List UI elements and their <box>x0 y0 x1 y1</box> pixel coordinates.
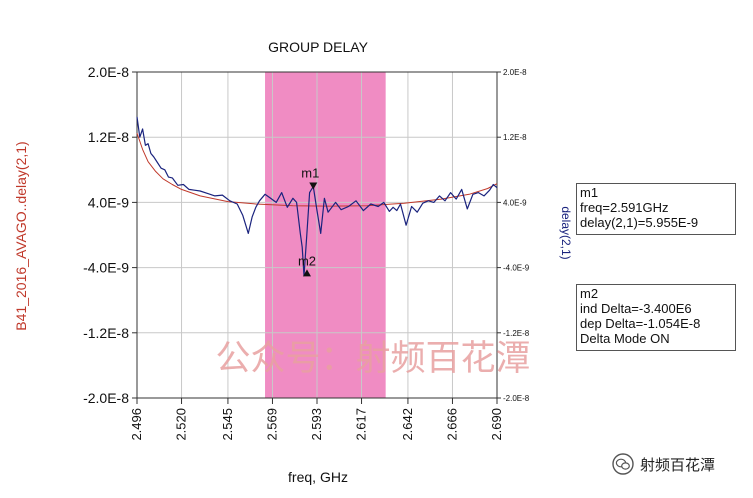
x-axis-label: freq, GHz <box>288 469 348 485</box>
y-tick-label-right: -1.2E-8 <box>503 329 530 338</box>
x-tick-label: 2.617 <box>354 408 369 441</box>
marker-readout-m2-line: Delta Mode ON <box>580 331 670 346</box>
y-axis-label-right: delay(2,1) <box>559 206 573 259</box>
footer-brand: 射频百花潭 <box>612 453 715 475</box>
y-tick-label-right: -2.0E-8 <box>503 394 530 403</box>
marker-m2-triangle-icon <box>302 269 311 277</box>
x-tick-label: 2.593 <box>309 408 324 441</box>
y-tick-label-right: 1.2E-8 <box>503 133 527 142</box>
x-tick-label: 2.545 <box>220 408 235 441</box>
x-tick-label: 2.642 <box>400 408 415 441</box>
watermark-text: 公众号：射频百花潭 <box>215 339 530 379</box>
marker-readout-m2: m2 ind Delta=-3.400E6 dep Delta=-1.054E-… <box>576 284 736 351</box>
marker-m1-label: m1 <box>301 165 319 180</box>
y-tick-label-right: 4.0E-9 <box>503 198 527 207</box>
marker-readout-m1-line: m1 <box>580 185 599 200</box>
series-line-avago <box>136 132 498 207</box>
highlight-band <box>265 72 386 398</box>
y-tick-label-left: 2.0E-8 <box>88 64 129 80</box>
wechat-icon <box>612 453 634 475</box>
y-tick-label-left: 4.0E-9 <box>88 194 129 210</box>
x-tick-label: 2.569 <box>264 408 279 441</box>
marker-m1-triangle-icon <box>309 182 318 190</box>
marker-readout-m2-line: m2 <box>580 286 599 301</box>
marker-m2[interactable]: m2 <box>298 253 316 277</box>
y-tick-label-right: -4.0E-9 <box>503 264 530 273</box>
footer-brand-text: 射频百花潭 <box>640 455 716 474</box>
marker-readout-m2-line: dep Delta=-1.054E-8 <box>580 316 701 331</box>
y-axis-label-left: B41_2016_AVAGO..delay(2,1) <box>13 141 29 330</box>
y-tick-label-right: 2.0E-8 <box>503 68 527 77</box>
marker-m2-label: m2 <box>298 253 316 268</box>
marker-readout-m2-line: ind Delta=-3.400E6 <box>580 301 692 316</box>
y-tick-label-left: 1.2E-8 <box>88 129 129 145</box>
chart-title: GROUP DELAY <box>268 39 369 55</box>
x-tick-label: 2.690 <box>489 408 504 441</box>
series-line-delay <box>136 116 498 277</box>
x-tick-label: 2.520 <box>174 408 189 441</box>
marker-readout-m1: m1 freq=2.591GHz delay(2,1)=5.955E-9 <box>576 183 736 235</box>
marker-readout-m1-line: delay(2,1)=5.955E-9 <box>580 215 699 230</box>
x-tick-label: 2.496 <box>129 408 144 441</box>
y-tick-label-left: -1.2E-8 <box>83 325 129 341</box>
marker-m1[interactable]: m1 <box>301 165 319 190</box>
y-tick-label-left: -4.0E-9 <box>83 260 129 276</box>
x-tick-label: 2.666 <box>444 408 459 441</box>
y-tick-label-left: -2.0E-8 <box>83 390 129 406</box>
marker-readout-m1-line: freq=2.591GHz <box>580 200 669 215</box>
